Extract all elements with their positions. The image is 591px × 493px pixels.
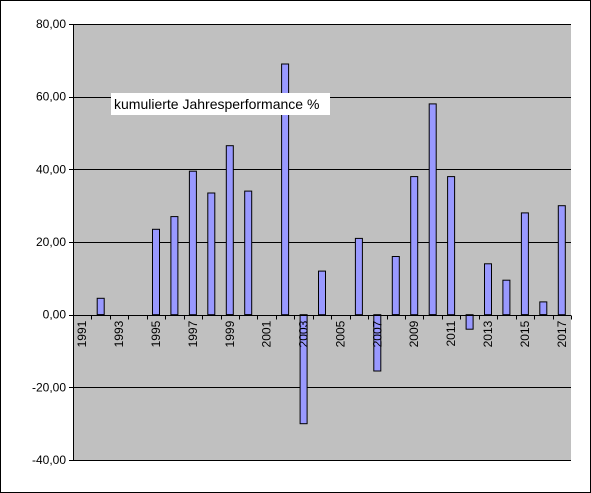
bars <box>96 63 566 425</box>
x-tick-label: 2017 <box>555 320 569 347</box>
y-tick-label: -20,00 <box>32 380 66 394</box>
x-tick-label: 2005 <box>333 320 347 347</box>
y-tick-label: 80,00 <box>36 17 66 31</box>
x-tick-labels: 1991 1993 1995 1997 1999 2001 2003 2005 2007 2009… <box>75 320 569 347</box>
bar-2000 <box>244 190 253 316</box>
y-tick-label: -40,00 <box>32 453 66 467</box>
bar-2013 <box>484 263 492 316</box>
bar-2017 <box>557 205 566 316</box>
annotation-text: kumulierte Jahresperformance % <box>114 96 319 112</box>
bar-1997 <box>188 170 197 316</box>
y-tick-labels: 80,00 60,00 40,00 20,00 0,00 -20,00 -40,00 <box>32 17 66 467</box>
bar-1998 <box>207 192 216 316</box>
x-tick-label: 2013 <box>481 320 495 347</box>
x-tick-label: 2001 <box>260 320 274 347</box>
x-tick-label: 2011 <box>444 320 458 346</box>
x-tick-label: 2007 <box>370 320 384 347</box>
x-tick-label: 1991 <box>75 320 89 347</box>
x-tick-label: 1993 <box>112 320 126 347</box>
bar-2015 <box>520 212 529 316</box>
bar-2002 <box>281 63 290 316</box>
axes <box>69 24 572 461</box>
y-tick-label: 0,00 <box>43 308 67 322</box>
bar-1996 <box>170 216 179 316</box>
bar-2014 <box>502 279 511 316</box>
bar-2004 <box>318 270 326 316</box>
bar-2003 <box>299 314 308 425</box>
bar-2012 <box>465 314 474 330</box>
bar-2010 <box>428 103 437 316</box>
x-tick-label: 1997 <box>186 320 200 347</box>
y-tick-label: 60,00 <box>36 90 66 104</box>
x-tick-label: 2009 <box>407 320 421 347</box>
annotation: kumulierte Jahresperformance % <box>111 93 330 115</box>
y-tick-label: 40,00 <box>36 162 66 176</box>
x-tick-label: 2003 <box>297 320 311 347</box>
bar-2011 <box>447 176 456 316</box>
bar-2008 <box>391 256 400 316</box>
bar-2006 <box>354 237 363 316</box>
x-tick-label: 1999 <box>223 320 237 347</box>
bar-2007 <box>373 314 382 372</box>
x-tick-label: 2015 <box>518 320 532 347</box>
bar-1992 <box>96 297 105 316</box>
bar-2016 <box>539 301 548 316</box>
annotation-box <box>111 93 330 115</box>
x-tick-label: 1995 <box>149 320 163 347</box>
bar-1995 <box>152 228 160 316</box>
bar-1999 <box>225 145 234 316</box>
y-tick-label: 20,00 <box>36 235 66 249</box>
bar-2009 <box>410 176 419 316</box>
